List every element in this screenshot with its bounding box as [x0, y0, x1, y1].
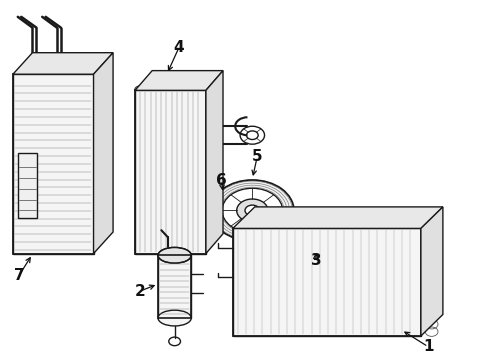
Bar — [13, 74, 94, 253]
Text: 7: 7 — [14, 267, 24, 283]
Ellipse shape — [290, 215, 342, 235]
Text: 2: 2 — [135, 284, 146, 299]
Polygon shape — [94, 53, 113, 253]
Bar — [13, 74, 94, 253]
Ellipse shape — [158, 310, 191, 326]
Ellipse shape — [279, 210, 352, 240]
Ellipse shape — [158, 247, 191, 263]
Circle shape — [222, 188, 283, 233]
Polygon shape — [233, 207, 443, 228]
Text: 6: 6 — [216, 172, 227, 188]
Bar — [158, 255, 191, 318]
Text: 4: 4 — [174, 40, 184, 55]
Text: 3: 3 — [311, 253, 321, 268]
Circle shape — [211, 180, 294, 241]
Polygon shape — [206, 71, 223, 253]
Bar — [233, 228, 421, 336]
Polygon shape — [135, 71, 223, 90]
Bar — [135, 90, 206, 253]
Text: 1: 1 — [423, 339, 434, 354]
Bar — [18, 153, 37, 218]
Ellipse shape — [305, 220, 327, 229]
Text: 5: 5 — [252, 149, 263, 164]
Polygon shape — [421, 207, 443, 336]
Circle shape — [237, 199, 268, 222]
Polygon shape — [13, 53, 113, 74]
Circle shape — [245, 205, 260, 216]
Bar — [233, 228, 421, 336]
Bar — [135, 90, 206, 253]
Bar — [158, 255, 191, 318]
